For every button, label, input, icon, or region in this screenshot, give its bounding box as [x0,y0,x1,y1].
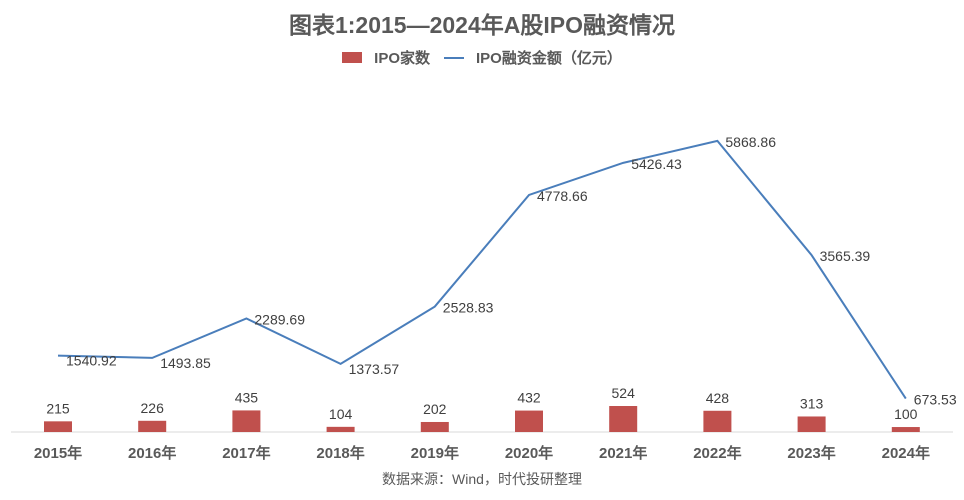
bar [609,406,638,432]
line-data-label: 5868.86 [725,134,776,150]
bar-data-label: 202 [423,401,447,417]
legend: IPO家数 IPO融资金额（亿元） [0,47,964,68]
bar [326,426,355,432]
line-data-label: 2528.83 [443,300,494,316]
x-tick-label: 2017年 [222,444,270,462]
bar-data-label: 226 [141,400,165,416]
x-tick-label: 2015年 [34,444,82,462]
source-note: 数据来源：Wind，时代投研整理 [382,471,582,487]
line-data-label: 1373.57 [349,361,400,377]
line-data-label: 2289.69 [254,311,305,327]
x-tick-label: 2022年 [693,444,741,462]
line-data-label: 673.53 [914,392,957,408]
legend-swatch-line [444,56,464,59]
x-tick-label: 2020年 [505,444,553,462]
bar-data-label: 435 [235,389,259,405]
bar [703,410,732,432]
line-data-label: 1493.85 [160,355,211,371]
line-data-label: 1540.92 [66,353,117,369]
x-tick-label: 2024年 [882,444,930,462]
bar [138,420,167,432]
bar [232,410,261,432]
bar [797,416,826,432]
line-series [57,139,907,400]
x-tick-label: 2023年 [787,444,835,462]
line-data-label: 4778.66 [537,188,588,204]
bar [515,410,543,432]
bar-data-label: 524 [612,385,636,401]
bar [891,427,920,432]
x-tick-label: 2019年 [411,444,459,462]
legend-label-line: IPO融资金额（亿元） [476,50,622,67]
bar [420,421,449,432]
x-tick-label: 2016年 [128,444,176,462]
bar [44,421,72,432]
x-tick-label: 2021年 [599,444,647,462]
legend-label-bar: IPO家数 [374,50,430,67]
bar-data-label: 215 [46,400,70,416]
bar-data-label: 100 [894,406,918,422]
legend-swatch-bar [342,52,363,63]
bar-data-label: 432 [517,390,541,406]
x-tick-label: 2018年 [316,444,364,462]
line-data-label: 5426.43 [631,156,682,172]
bar-data-label: 313 [800,395,824,411]
bar-data-label: 428 [706,390,730,406]
chart-title: 图表1:2015—2024年A股IPO融资情况 [288,12,675,38]
bar-data-label: 104 [329,406,353,422]
line-data-label: 3565.39 [820,248,871,264]
